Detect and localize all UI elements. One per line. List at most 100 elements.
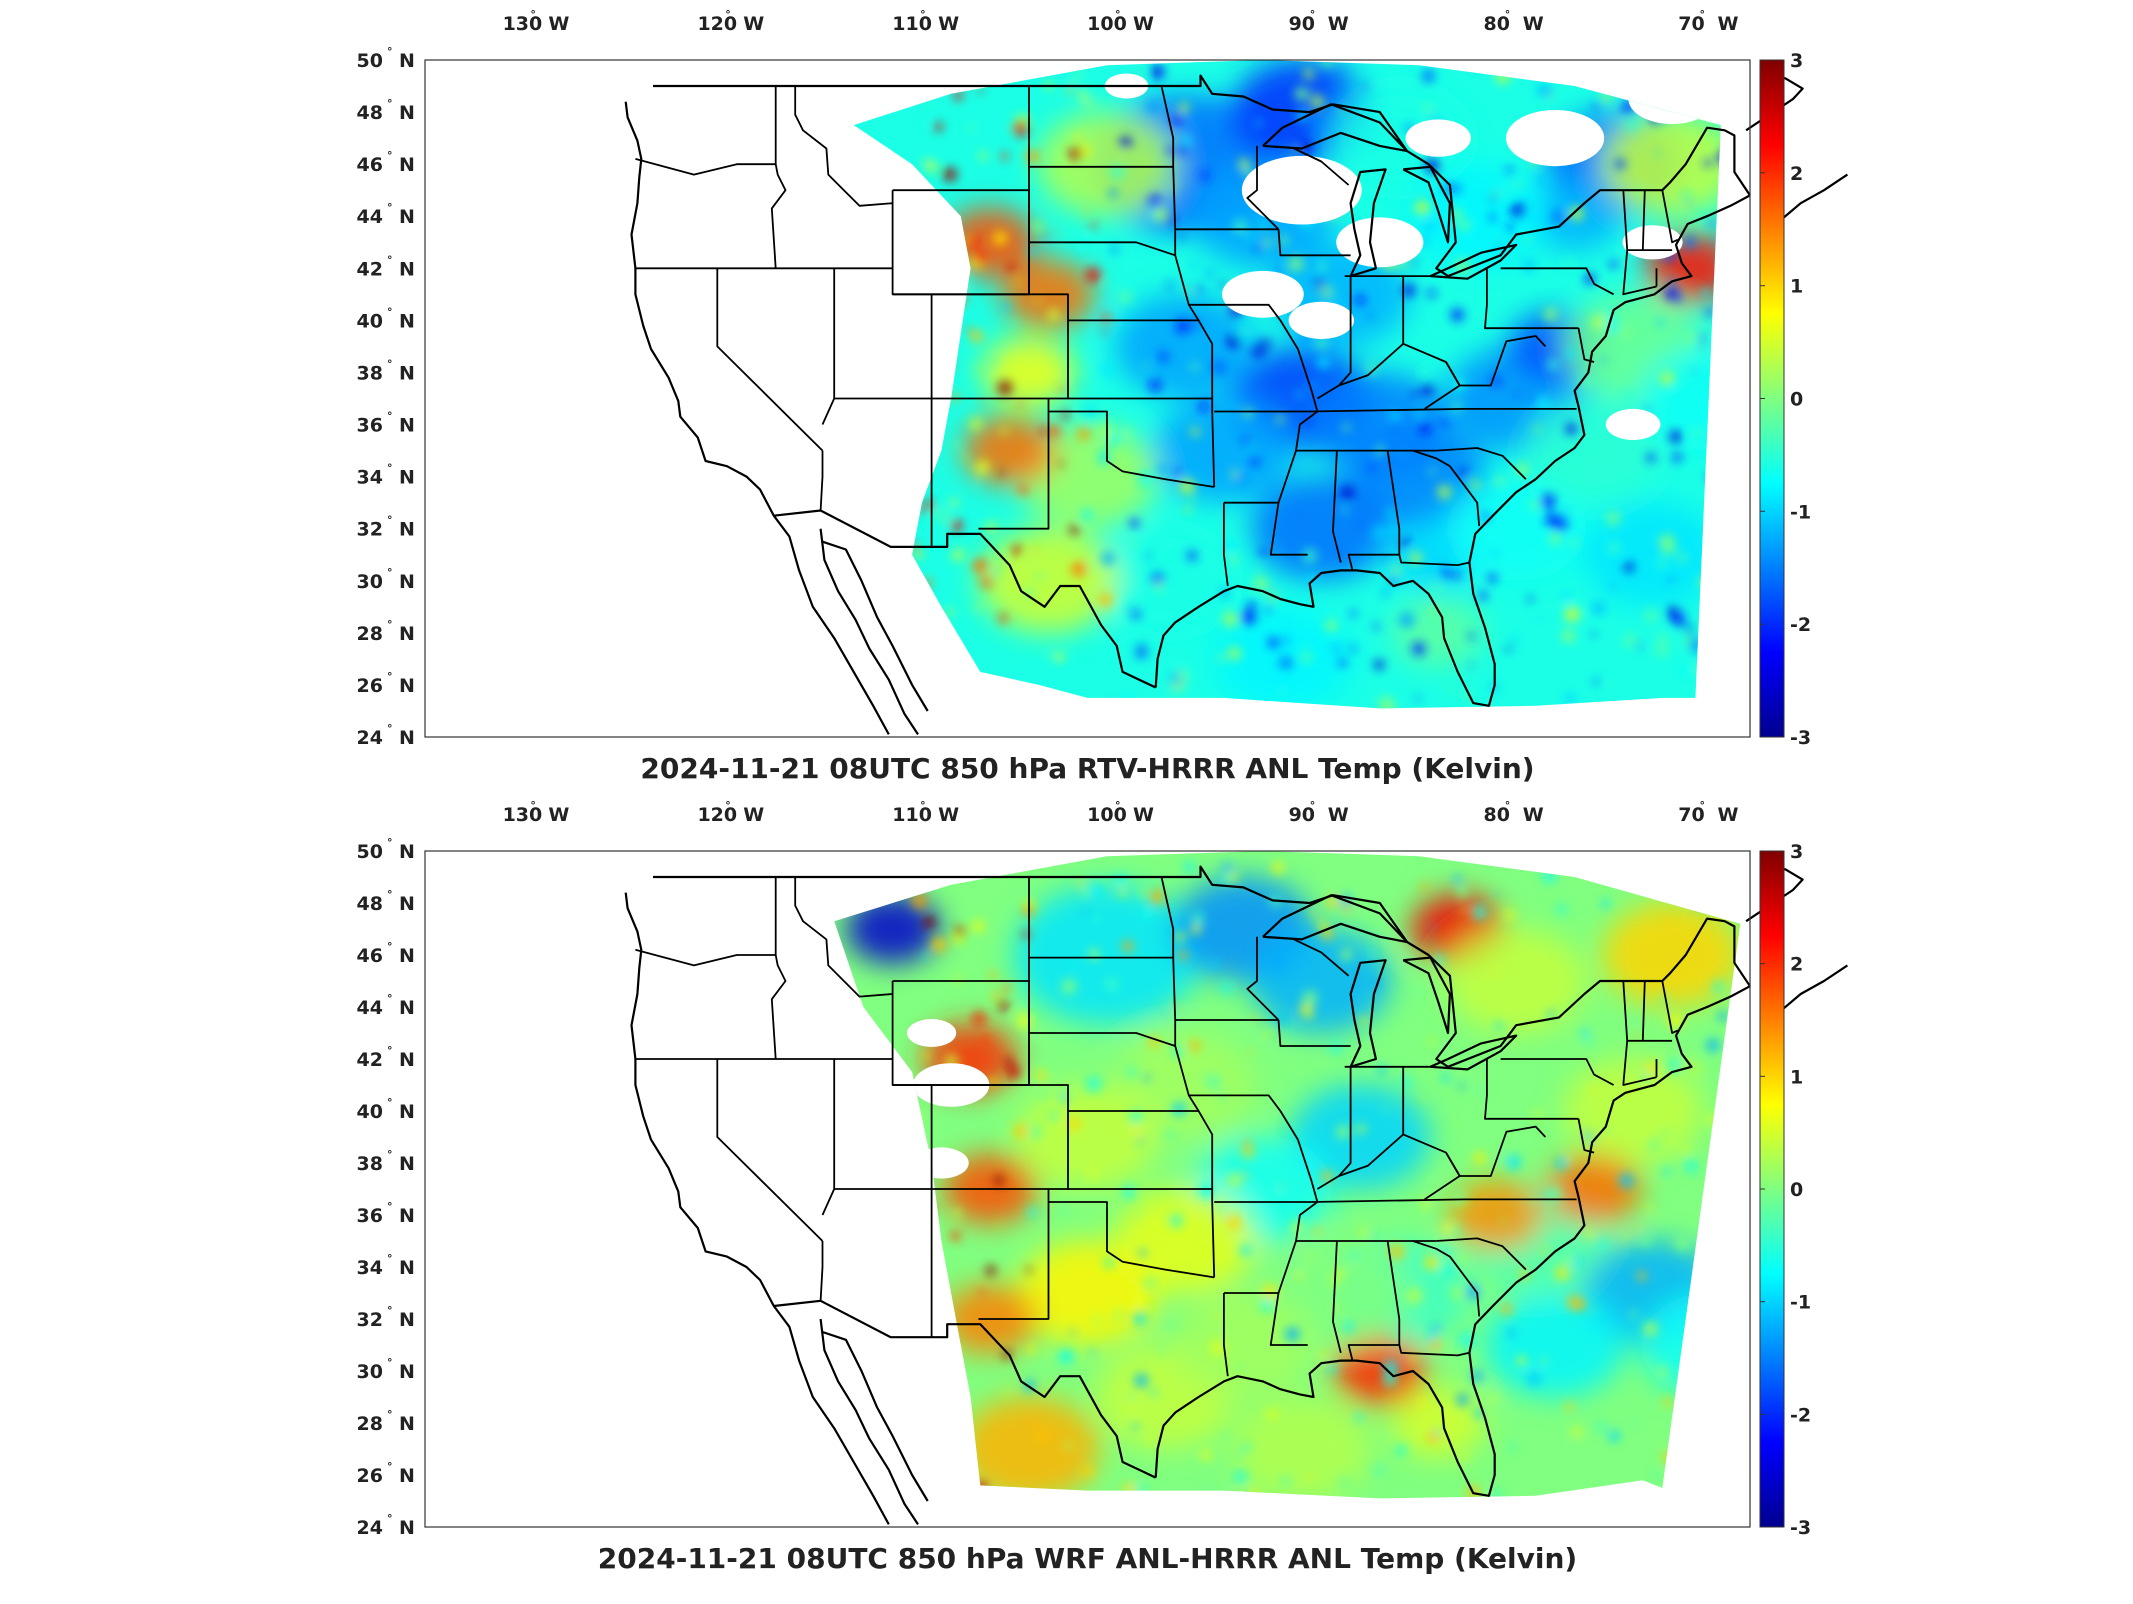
longitude-hemisphere: W: [1523, 804, 1544, 826]
longitude-label: 130: [503, 13, 543, 35]
longitude-label: 70: [1678, 13, 1704, 35]
longitude-hemisphere: W: [1133, 804, 1154, 826]
degree-symbol: °: [725, 8, 731, 21]
latitude-hemisphere: N: [399, 623, 415, 645]
colorbar-tick-label: 0: [1790, 1179, 1803, 1201]
degree-symbol: °: [387, 1408, 393, 1421]
degree-symbol: °: [387, 888, 393, 901]
degree-symbol: °: [1310, 799, 1316, 812]
degree-symbol: °: [530, 8, 536, 21]
latitude-hemisphere: N: [399, 1361, 415, 1383]
temperature-difference-field-top: [853, 60, 1721, 709]
latitude-hemisphere: N: [399, 1413, 415, 1435]
latitude-hemisphere: N: [399, 1205, 415, 1227]
no-data-areas: [1104, 73, 1716, 441]
degree-symbol: °: [1700, 799, 1706, 812]
map-panel-top: 130° W 120° W 110° W 100° W 90° W 80° W 70° W 50 ° N48 °…: [357, 8, 1849, 785]
latitude-hemisphere: N: [399, 519, 415, 541]
latitude-label: 38: [357, 1153, 383, 1175]
colorbar-tick-label: -3: [1790, 1517, 1811, 1539]
latitude-label: 46: [357, 154, 383, 176]
degree-symbol: °: [1310, 8, 1316, 21]
degree-symbol: °: [387, 722, 393, 735]
latitude-hemisphere: N: [399, 1101, 415, 1123]
latitude-label: 32: [357, 1309, 383, 1331]
latitude-hemisphere: N: [399, 467, 415, 489]
latitude-label: 40: [357, 310, 383, 332]
colorbar-top: 3 2 1 0 -1 -2 -3: [1759, 50, 1811, 749]
latitude-label: 34: [357, 467, 383, 489]
colorbar-tick-label: 2: [1790, 954, 1803, 976]
longitude-label: 120: [697, 13, 737, 35]
degree-symbol: °: [387, 618, 393, 631]
colorbar-tick-label: -2: [1790, 614, 1811, 636]
degree-symbol: °: [387, 253, 393, 266]
colorbar-tick-label: 3: [1790, 841, 1803, 863]
longitude-hemisphere: W: [938, 13, 959, 35]
map-panel-bottom: 130° W 120° W 110° W 100° W 90° W 80° W 70° W 50 ° N48 °…: [357, 799, 1849, 1575]
degree-symbol: °: [725, 799, 731, 812]
latitude-label: 26: [357, 675, 383, 697]
degree-symbol: °: [387, 566, 393, 579]
longitude-label: 90: [1289, 13, 1315, 35]
degree-symbol: °: [387, 1460, 393, 1473]
degree-symbol: °: [387, 1252, 393, 1265]
panel-title: 2024-11-21 08UTC 850 hPa WRF ANL-HRRR AN…: [598, 1542, 1577, 1575]
latitude-label: 50: [357, 841, 383, 863]
longitude-hemisphere: W: [548, 13, 569, 35]
latitude-label: 50: [357, 50, 383, 72]
degree-symbol: °: [387, 1356, 393, 1369]
latitude-hemisphere: N: [399, 571, 415, 593]
latitude-label: 26: [357, 1465, 383, 1487]
latitude-label: 36: [357, 1205, 383, 1227]
latitude-label: 40: [357, 1101, 383, 1123]
longitude-hemisphere: W: [1133, 13, 1154, 35]
colorbar-tick-label: -3: [1790, 727, 1811, 749]
latitude-hemisphere: N: [399, 1049, 415, 1071]
degree-symbol: °: [387, 201, 393, 214]
latitude-label: 48: [357, 893, 383, 915]
longitude-label: 100: [1087, 13, 1127, 35]
latitude-tick-labels: 50 ° N 48 ° N 46 ° N 44 ° N 42 ° N 40 ° N 38 ° N 36 ° N 34 ° N 32 ° N…: [357, 836, 415, 1539]
longitude-tick-labels: 130° W 120° W 110° W 100° W 90° W 80° W 70° W: [503, 8, 1739, 35]
longitude-label: 80: [1483, 13, 1509, 35]
longitude-label: 110: [892, 804, 932, 826]
latitude-label: 44: [357, 206, 383, 228]
latitude-tick-labels: 50 ° N 48 ° N 46 ° N 44 ° N 42 ° N 40 ° N 38 ° N 36 ° N 34 ° N 32 ° N…: [357, 45, 415, 749]
latitude-label: 36: [357, 415, 383, 437]
coastline-and-state-borders: [624, 865, 1849, 1526]
latitude-hemisphere: N: [399, 1153, 415, 1175]
colorbar-tick-label: 1: [1790, 1066, 1803, 1088]
degree-symbol: °: [1115, 799, 1121, 812]
longitude-hemisphere: W: [743, 804, 764, 826]
degree-symbol: °: [530, 799, 536, 812]
latitude-hemisphere: N: [399, 997, 415, 1019]
degree-symbol: °: [387, 940, 393, 953]
longitude-hemisphere: W: [1523, 13, 1544, 35]
longitude-hemisphere: W: [1328, 13, 1349, 35]
latitude-label: 32: [357, 519, 383, 541]
longitude-label: 130: [503, 804, 543, 826]
panel-title: 2024-11-21 08UTC 850 hPa RTV-HRRR ANL Te…: [640, 752, 1534, 785]
latitude-label: 24: [357, 727, 383, 749]
temperature-difference-field-bottom: [834, 851, 1741, 1499]
longitude-hemisphere: W: [1718, 13, 1739, 35]
colorbar-tick-label: -1: [1790, 501, 1811, 523]
latitude-label: 24: [357, 1517, 383, 1539]
colorbar-tick-label: 3: [1790, 50, 1803, 72]
latitude-label: 44: [357, 997, 383, 1019]
degree-symbol: °: [387, 1044, 393, 1057]
degree-symbol: °: [387, 836, 393, 849]
colorbar-tick-labels: 3 2 1 0 -1 -2 -3: [1760, 841, 1811, 1539]
degree-symbol: °: [387, 1304, 393, 1317]
degree-symbol: °: [920, 799, 926, 812]
longitude-hemisphere: W: [1718, 804, 1739, 826]
latitude-hemisphere: N: [399, 675, 415, 697]
latitude-hemisphere: N: [399, 258, 415, 280]
longitude-label: 90: [1289, 804, 1315, 826]
latitude-hemisphere: N: [399, 945, 415, 967]
latitude-label: 30: [357, 571, 383, 593]
colorbar-tick-label: 2: [1790, 163, 1803, 185]
colorbar-tick-label: -1: [1790, 1292, 1811, 1314]
